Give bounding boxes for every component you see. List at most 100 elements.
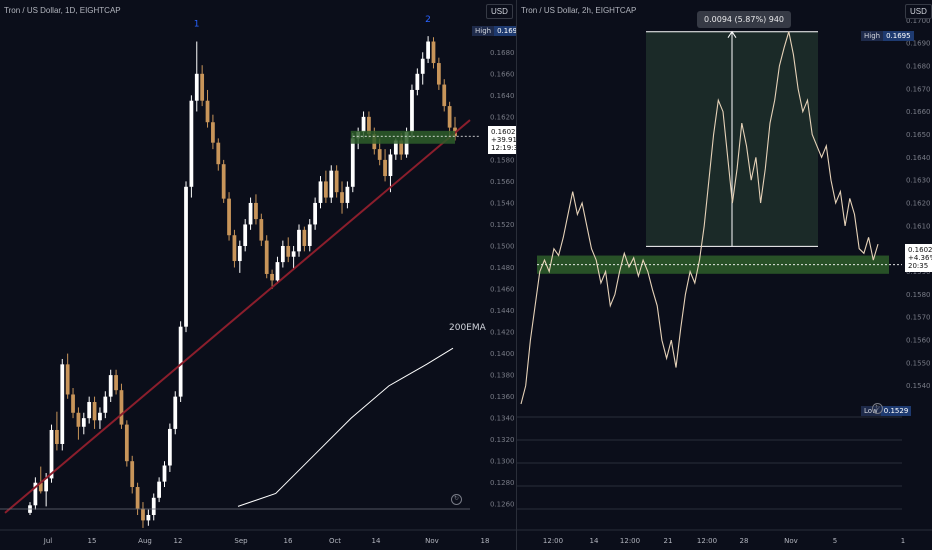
daily-chart-panel[interactable]: 0.17000.16800.16600.16400.16200.16000.15… (0, 0, 517, 550)
replay-icon[interactable]: ↻ (451, 494, 462, 505)
x-axis-tick-label: 15 (88, 537, 97, 545)
candle-body (216, 142, 221, 165)
x-axis-tick-label: 21 (664, 537, 673, 545)
x-axis-tick-label: 1 (901, 537, 905, 545)
x-axis-tick-label: Nov (784, 537, 798, 545)
candle-body (135, 487, 140, 509)
y-axis-tick-label: 0.1630 (906, 177, 931, 185)
intraday-low-label: Low (861, 406, 881, 416)
candle-body (38, 482, 43, 492)
daily-last-price-box: 0.1602 +39.91% 12:19:34 (488, 126, 517, 154)
y-axis-tick-label: 0.1520 (490, 221, 515, 229)
daily-high-tag: High 0.1695 (472, 26, 516, 36)
candle-body (124, 424, 129, 462)
ascending-trendline (4, 119, 471, 514)
candle-body (436, 63, 441, 85)
wave-label-1: 1 (194, 19, 200, 29)
candle-body (334, 170, 339, 193)
candle-body (71, 394, 75, 413)
candle-body (232, 235, 237, 262)
candle-body (383, 159, 387, 177)
y-axis-tick-label: 0.1550 (906, 359, 931, 367)
intraday-low-tag: Low 0.1529 (861, 406, 912, 416)
y-axis-tick-label: 0.1440 (490, 307, 515, 315)
daily-last-price: 0.1602 (491, 128, 516, 136)
y-axis-tick-label: 0.1260 (490, 501, 515, 509)
support-zone (350, 130, 455, 144)
x-axis-tick-label: Aug (138, 537, 152, 545)
replay-icon[interactable]: ↻ (872, 403, 883, 414)
daily-candlestick-chart[interactable]: 0.17000.16800.16600.16400.16200.16000.15… (0, 0, 517, 550)
candle-body (307, 224, 312, 246)
candle-body (237, 245, 242, 262)
y-axis-tick-label: 0.1340 (490, 415, 515, 423)
daily-currency-button[interactable]: USD (486, 4, 513, 19)
candle-body (318, 181, 323, 203)
x-axis-tick-label: 28 (740, 537, 749, 545)
intraday-line-chart[interactable]: 0.1700 0.1690 0.1680 0.1670 0.1660 0.1650 0.16… (517, 0, 932, 550)
candle-body (141, 508, 145, 521)
intraday-high-value: 0.1695 (883, 31, 914, 41)
candle-body (189, 100, 194, 187)
candle-body (92, 402, 97, 421)
daily-high-value: 0.1695 (494, 26, 516, 36)
candle-body (146, 515, 151, 521)
intraday-chart-panel[interactable]: 0.1700 0.1690 0.1680 0.1670 0.1660 0.1650 0.16… (517, 0, 932, 550)
y-axis-tick-label: 0.1680 (490, 49, 515, 57)
price-line (520, 31, 879, 405)
candle-body (243, 224, 248, 246)
candle-body (286, 245, 291, 257)
y-axis-tick-label: 0.1400 (490, 350, 515, 358)
candle-body (211, 122, 215, 143)
candle-body (151, 497, 156, 515)
y-axis-tick-label: 0.1610 (906, 222, 931, 230)
y-axis-tick-label: 0.1540 (490, 199, 515, 207)
daily-chart-title: Tron / US Dollar, 1D, EIGHTCAP (4, 6, 121, 15)
candle-body (377, 149, 382, 160)
daily-last-change: +39.91% (491, 136, 517, 144)
x-axis-tick-label: 12:00 (543, 537, 563, 545)
candle-body (76, 412, 81, 427)
y-axis-tick-label: 0.1360 (490, 393, 515, 401)
y-axis-tick-label: 0.1570 (906, 314, 931, 322)
candle-body (367, 116, 371, 135)
y-axis-tick-label: 0.1660 (490, 70, 515, 78)
y-axis-tick-label: 0.1650 (906, 131, 931, 139)
y-axis-tick-label: 0.1500 (490, 242, 515, 250)
x-axis-tick-label: Nov (425, 537, 439, 545)
x-axis-tick-label: Sep (234, 537, 248, 545)
x-axis-tick-label: 12:00 (620, 537, 640, 545)
candle-body (426, 41, 430, 59)
x-axis-tick-label: 5 (833, 537, 837, 545)
y-axis-tick-label: 0.1670 (906, 85, 931, 93)
candle-body (103, 396, 108, 413)
candle-body (345, 186, 350, 203)
candle-body (447, 106, 452, 128)
y-axis-tick-label: 0.1640 (906, 154, 931, 162)
candle-body (329, 170, 334, 198)
y-axis-tick-label: 0.1640 (490, 92, 515, 100)
candle-body (55, 429, 59, 444)
intraday-currency-button[interactable]: USD (905, 4, 932, 19)
candle-body (324, 181, 328, 198)
price-range-arrowhead (727, 30, 737, 38)
x-axis-tick-label: Oct (329, 537, 341, 545)
y-axis-tick-label: 0.1660 (906, 108, 931, 116)
candle-body (275, 262, 280, 281)
candle-body (87, 402, 92, 419)
candle-body (162, 465, 167, 482)
y-axis-tick-label: 0.1690 (906, 40, 931, 48)
y-axis-tick-label: 0.1700 (906, 17, 931, 25)
x-axis-tick-label: 14 (590, 537, 599, 545)
y-axis-tick-label: 0.1680 (906, 62, 931, 70)
candle-body (254, 202, 258, 220)
y-axis-tick-label: 0.1560 (906, 337, 931, 345)
candle-body (108, 375, 113, 397)
candle-body (313, 202, 318, 225)
y-axis-tick-label: 0.1320 (490, 436, 515, 444)
y-axis-tick-label: 0.1380 (490, 372, 515, 380)
y-axis-tick-label: 0.1280 (490, 479, 515, 487)
candle-body (420, 58, 425, 74)
y-axis-tick-label: 0.1480 (490, 264, 515, 272)
candle-body (98, 412, 102, 421)
